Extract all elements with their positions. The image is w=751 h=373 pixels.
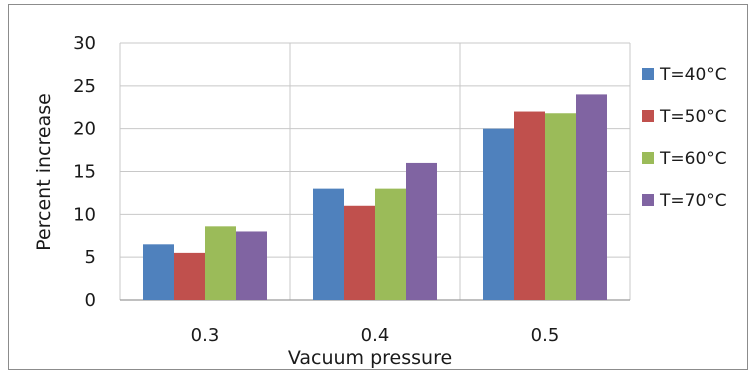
bar [143, 244, 174, 300]
y-tick-label: 25 [73, 76, 96, 97]
x-tick-label: 0.5 [531, 325, 560, 346]
y-tick-labels: 0 5 10 15 20 25 30 [73, 33, 96, 311]
x-tick-labels: 0.3 0.4 0.5 [191, 325, 560, 346]
y-tick-label: 20 [73, 119, 96, 140]
y-tick-label: 10 [73, 204, 96, 225]
bar [344, 205, 375, 300]
bar [406, 162, 437, 300]
legend-swatch [642, 194, 654, 206]
bar [576, 94, 607, 301]
x-tick-label: 0.4 [361, 325, 390, 346]
legend: T=40°C T=50°C T=60°C T=70°C [642, 65, 727, 211]
y-tick-label: 5 [85, 247, 96, 268]
bars [143, 94, 607, 301]
legend-swatch [642, 110, 654, 122]
x-tick-label: 0.3 [191, 325, 220, 346]
bar [545, 113, 576, 300]
legend-swatch [642, 152, 654, 164]
y-tick-label: 15 [73, 162, 96, 183]
legend-label: T=70°C [659, 191, 727, 211]
legend-label: T=50°C [659, 107, 727, 127]
chart-frame [8, 4, 748, 370]
legend-label: T=40°C [659, 65, 727, 85]
bar [205, 226, 236, 300]
bar [375, 188, 406, 300]
bar [483, 128, 514, 300]
y-tick-label: 30 [73, 33, 96, 54]
legend-swatch [642, 68, 654, 80]
bar [236, 231, 267, 300]
y-axis-title: Percent increase [33, 93, 55, 251]
bar [313, 188, 344, 300]
y-tick-label: 0 [85, 290, 96, 311]
bar [174, 252, 205, 300]
bar [514, 111, 545, 301]
x-axis-title: Vacuum pressure [288, 347, 452, 369]
legend-label: T=60°C [659, 149, 727, 169]
